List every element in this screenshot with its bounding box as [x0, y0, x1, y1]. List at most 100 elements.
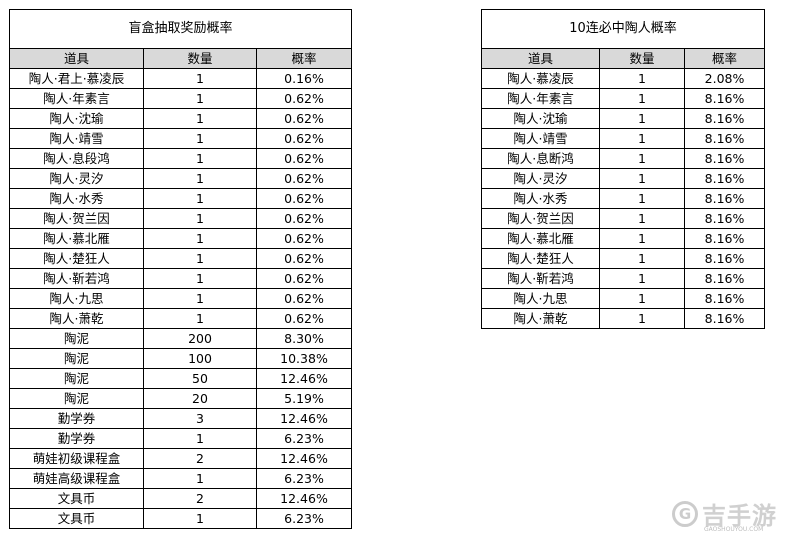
- quantity-cell: 1: [143, 228, 257, 249]
- quantity-cell: 1: [599, 108, 685, 129]
- watermark-text: 吉手游: [702, 502, 777, 530]
- item-cell: 陶人·贺兰因: [481, 208, 600, 229]
- quantity-cell: 1: [143, 108, 257, 129]
- probability-cell: 0.62%: [256, 308, 352, 329]
- table-row: 陶人·萧乾 1 8.16%: [481, 308, 765, 329]
- table-row: 陶人·慕北雁 1 0.62%: [9, 228, 352, 249]
- quantity-cell: 1: [143, 248, 257, 269]
- probability-cell: 0.16%: [256, 68, 352, 89]
- quantity-cell: 1: [143, 308, 257, 329]
- item-cell: 陶人·靖雪: [481, 128, 600, 149]
- item-cell: 陶人·君上·慕凌辰: [9, 68, 144, 89]
- blind-box-table-title: 盲盒抽取奖励概率: [9, 9, 352, 48]
- quantity-cell: 1: [143, 208, 257, 229]
- probability-cell: 2.08%: [684, 68, 765, 89]
- table-row: 陶人·水秀 1 0.62%: [9, 188, 352, 209]
- table-row: 陶人·贺兰因 1 0.62%: [9, 208, 352, 229]
- quantity-cell: 50: [143, 368, 257, 389]
- column-header-probability: 概率: [256, 48, 352, 69]
- table-row: 勤学券 3 12.46%: [9, 408, 352, 429]
- probability-cell: 12.46%: [256, 408, 352, 429]
- blind-box-reward-table: 盲盒抽取奖励概率 道具 数量 概率 陶人·君上·慕凌辰 1 0.16% 陶人·年素言 1…: [9, 9, 352, 529]
- item-cell: 文具币: [9, 488, 144, 509]
- probability-cell: 12.46%: [256, 488, 352, 509]
- ten-pull-table-title: 10连必中陶人概率: [481, 9, 765, 48]
- quantity-cell: 1: [143, 128, 257, 149]
- quantity-cell: 1: [143, 288, 257, 309]
- item-cell: 陶泥: [9, 388, 144, 409]
- item-cell: 陶泥: [9, 368, 144, 389]
- item-cell: 陶人·楚狂人: [481, 248, 600, 269]
- table-row: 陶人·灵汐 1 8.16%: [481, 168, 765, 189]
- quantity-cell: 20: [143, 388, 257, 409]
- probability-cell: 0.62%: [256, 288, 352, 309]
- item-cell: 陶人·九思: [481, 288, 600, 309]
- quantity-cell: 2: [143, 488, 257, 509]
- item-cell: 陶人·贺兰因: [9, 208, 144, 229]
- probability-cell: 8.16%: [684, 108, 765, 129]
- table-header-row: 道具 数量 概率: [9, 48, 352, 69]
- table-row: 陶人·慕凌辰 1 2.08%: [481, 68, 765, 89]
- probability-cell: 0.62%: [256, 168, 352, 189]
- probability-cell: 0.62%: [256, 208, 352, 229]
- probability-cell: 0.62%: [256, 248, 352, 269]
- quantity-cell: 1: [143, 88, 257, 109]
- watermark-logo-icon: G: [672, 500, 698, 527]
- table-row: 陶人·水秀 1 8.16%: [481, 188, 765, 209]
- item-cell: 陶人·灵汐: [481, 168, 600, 189]
- probability-cell: 0.62%: [256, 148, 352, 169]
- item-cell: 陶人·沈瑜: [9, 108, 144, 129]
- table-row: 陶泥 50 12.46%: [9, 368, 352, 389]
- item-cell: 陶人·沈瑜: [481, 108, 600, 129]
- probability-cell: 6.23%: [256, 468, 352, 489]
- probability-cell: 5.19%: [256, 388, 352, 409]
- item-cell: 勤学券: [9, 408, 144, 429]
- site-watermark: G 吉手游: [672, 496, 777, 531]
- blind-box-table-body: 陶人·君上·慕凌辰 1 0.16% 陶人·年素言 1 0.62% 陶人·沈瑜 1 0.62% 陶人…: [9, 68, 352, 529]
- probability-cell: 6.23%: [256, 508, 352, 529]
- item-cell: 陶人·靳若鸿: [9, 268, 144, 289]
- item-cell: 陶人·水秀: [9, 188, 144, 209]
- quantity-cell: 1: [599, 268, 685, 289]
- table-row: 陶人·贺兰因 1 8.16%: [481, 208, 765, 229]
- item-cell: 陶人·水秀: [481, 188, 600, 209]
- quantity-cell: 1: [599, 168, 685, 189]
- table-row: 陶人·灵汐 1 0.62%: [9, 168, 352, 189]
- quantity-cell: 100: [143, 348, 257, 369]
- item-cell: 陶人·年素言: [9, 88, 144, 109]
- table-row: 萌娃高级课程盒 1 6.23%: [9, 468, 352, 489]
- item-cell: 陶泥: [9, 328, 144, 349]
- table-row: 陶人·靖雪 1 8.16%: [481, 128, 765, 149]
- quantity-cell: 200: [143, 328, 257, 349]
- table-row: 陶泥 200 8.30%: [9, 328, 352, 349]
- item-cell: 陶人·慕凌辰: [481, 68, 600, 89]
- quantity-cell: 1: [599, 208, 685, 229]
- quantity-cell: 1: [599, 248, 685, 269]
- table-row: 陶人·沈瑜 1 8.16%: [481, 108, 765, 129]
- item-cell: 文具币: [9, 508, 144, 529]
- probability-cell: 8.16%: [684, 208, 765, 229]
- item-cell: 陶人·息段鸿: [9, 148, 144, 169]
- probability-cell: 8.16%: [684, 128, 765, 149]
- item-cell: 萌娃初级课程盒: [9, 448, 144, 469]
- quantity-cell: 1: [599, 88, 685, 109]
- table-row: 陶泥 20 5.19%: [9, 388, 352, 409]
- table-row: 陶人·九思 1 0.62%: [9, 288, 352, 309]
- table-row: 陶人·靳若鸿 1 8.16%: [481, 268, 765, 289]
- ten-pull-guarantee-table: 10连必中陶人概率 道具 数量 概率 陶人·慕凌辰 1 2.08% 陶人·年素言 1 8.…: [481, 9, 765, 329]
- probability-cell: 0.62%: [256, 228, 352, 249]
- quantity-cell: 1: [599, 148, 685, 169]
- probability-cell: 0.62%: [256, 108, 352, 129]
- table-row: 陶人·息断鸿 1 8.16%: [481, 148, 765, 169]
- item-cell: 陶人·靳若鸿: [481, 268, 600, 289]
- column-header-item: 道具: [481, 48, 600, 69]
- quantity-cell: 1: [599, 128, 685, 149]
- probability-cell: 8.16%: [684, 248, 765, 269]
- table-row: 陶人·楚狂人 1 8.16%: [481, 248, 765, 269]
- probability-cell: 0.62%: [256, 268, 352, 289]
- column-header-item: 道具: [9, 48, 144, 69]
- column-header-quantity: 数量: [143, 48, 257, 69]
- quantity-cell: 1: [599, 308, 685, 329]
- item-cell: 陶人·九思: [9, 288, 144, 309]
- item-cell: 陶人·灵汐: [9, 168, 144, 189]
